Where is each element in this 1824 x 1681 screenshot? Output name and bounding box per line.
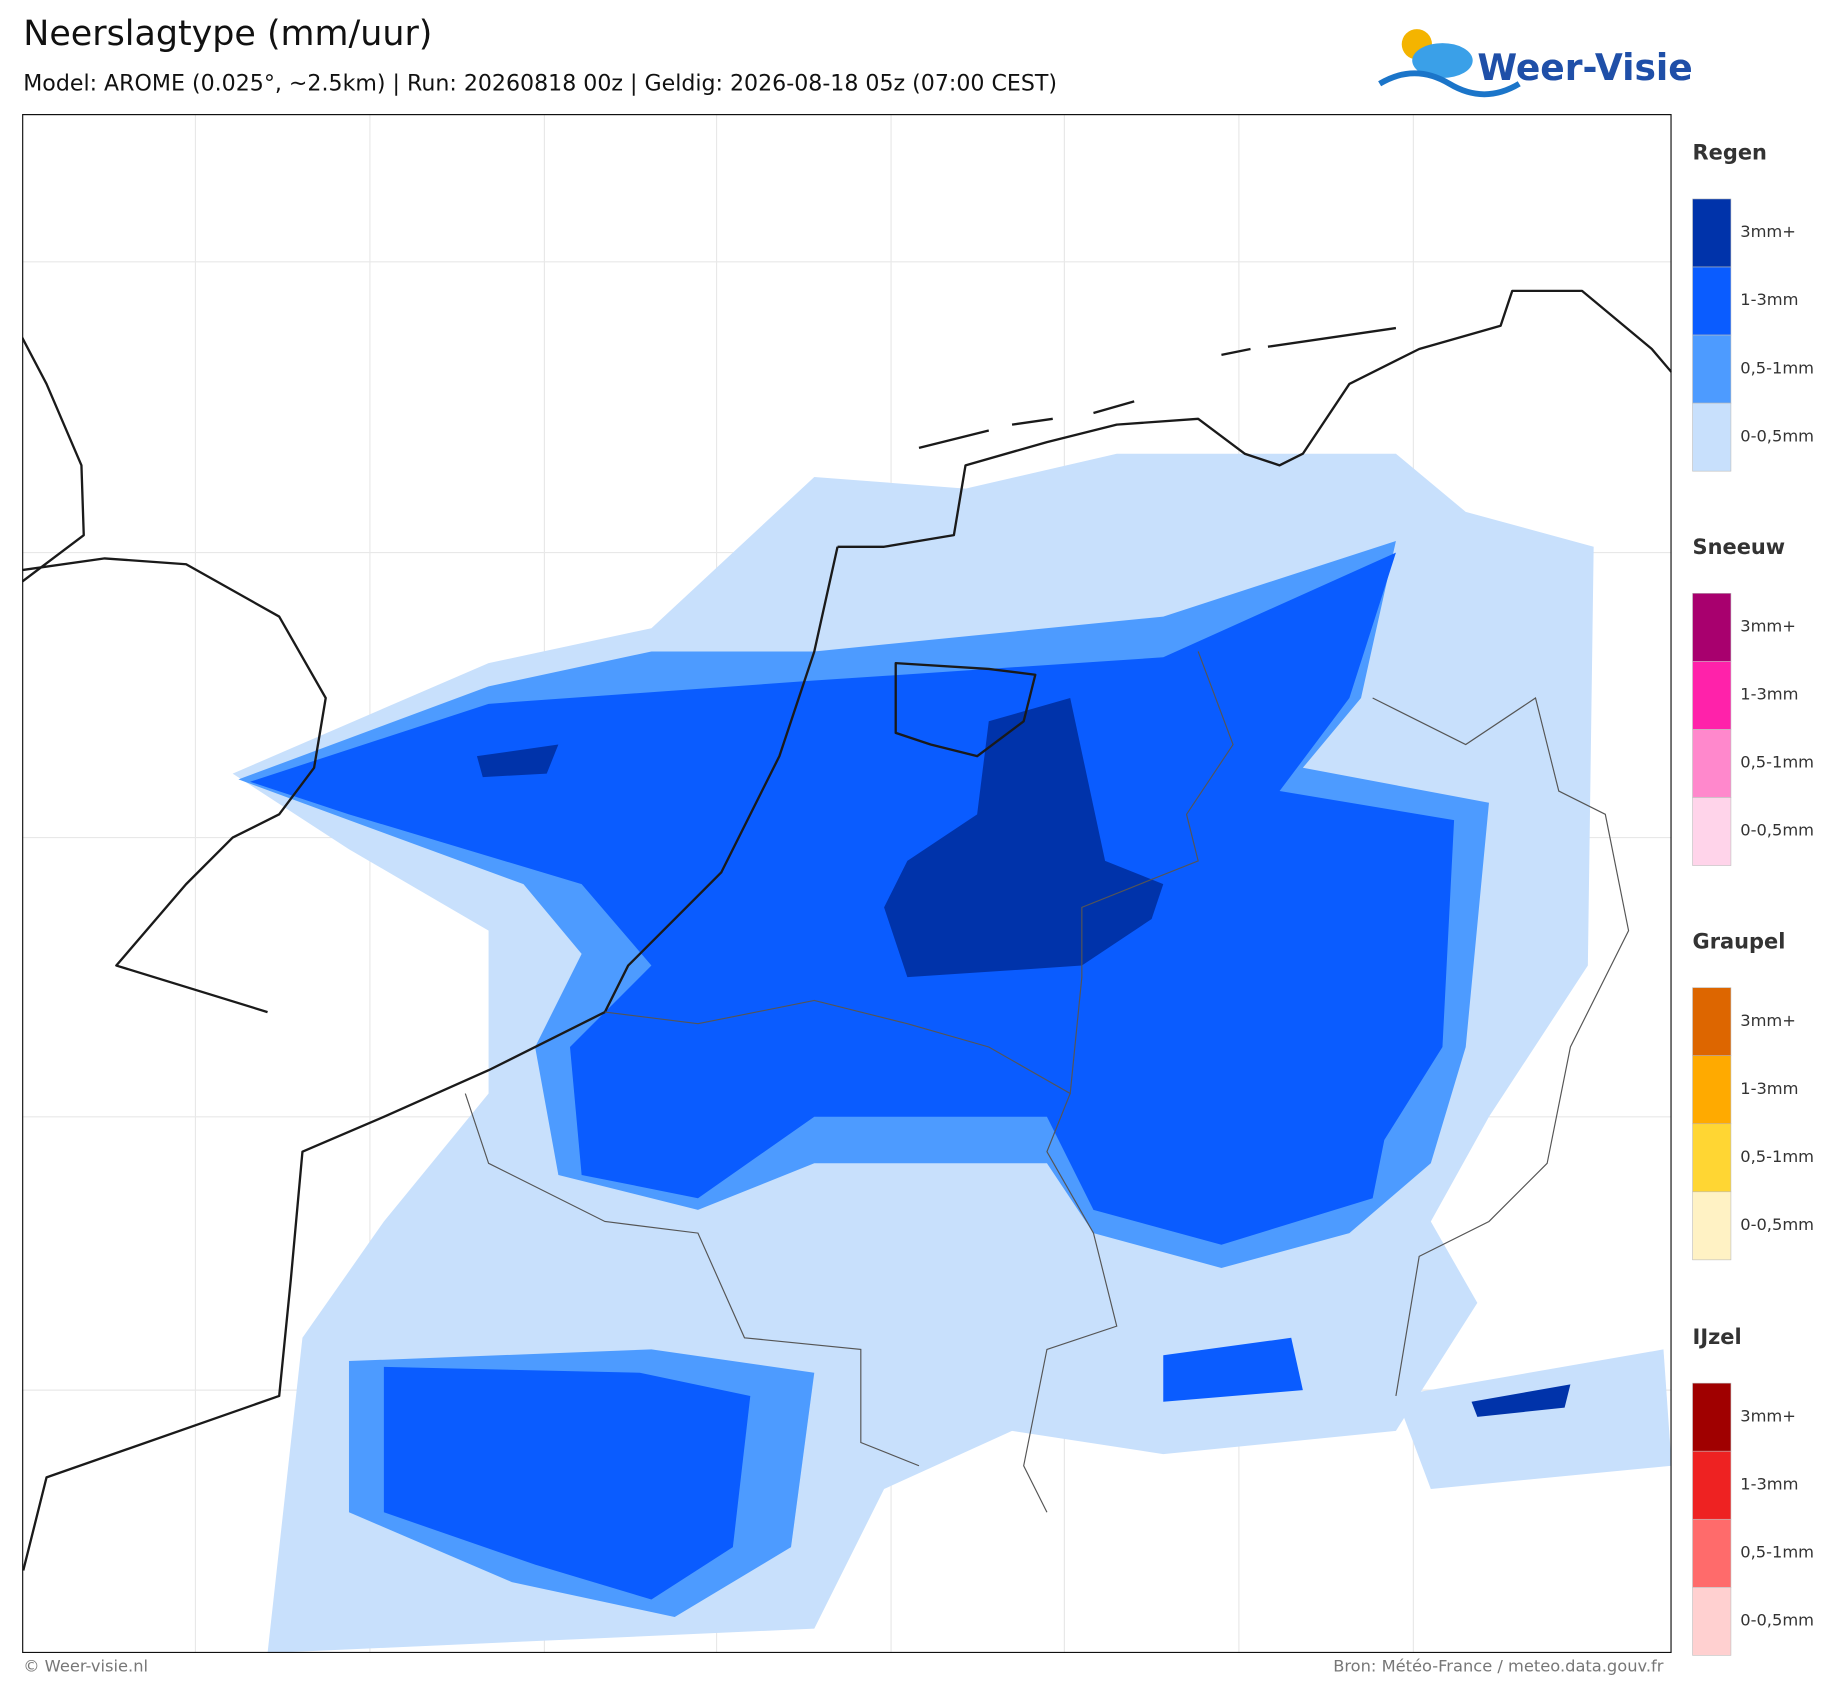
legend-swatch [1692, 797, 1732, 866]
coastlines [22, 289, 1672, 1571]
borders [464, 651, 1630, 1513]
legend-label: 0,5-1mm [1740, 1147, 1814, 1166]
legend-swatch [1692, 1382, 1732, 1452]
legend-label: 1-3mm [1740, 290, 1798, 309]
legend-label: 1-3mm [1740, 1474, 1798, 1493]
legend-label: 0-0,5mm [1740, 1611, 1814, 1630]
legend-label: 3mm+ [1740, 1011, 1796, 1030]
legend: Regen 3mm+ 1-3mm 0,5-1mm 0-0,5mm Sneeuw 3mm+ 1-… [1692, 141, 1814, 1656]
legend-swatch [1692, 729, 1732, 798]
legend-title: Regen [1693, 141, 1767, 165]
legend-label: 1-3mm [1740, 1079, 1798, 1098]
border [604, 999, 1118, 1513]
legend-title: Graupel [1693, 929, 1786, 953]
logo-text: Weer-Visie [1477, 47, 1692, 89]
border [1372, 697, 1630, 1397]
logo-cloud [1412, 43, 1473, 78]
rain-heavy [383, 1366, 751, 1600]
legend-swatch [1692, 987, 1732, 1056]
rain-very-heavy [884, 698, 1164, 978]
legend-title: IJzel [1693, 1325, 1742, 1349]
coastline [22, 557, 327, 1014]
legend-swatch [1692, 1518, 1732, 1588]
legend-label: 0,5-1mm [1740, 753, 1814, 772]
border [464, 1093, 920, 1467]
precipitation [232, 453, 1672, 1654]
footer-left: © Weer-visie.nl [23, 1657, 148, 1676]
legend-label: 0,5-1mm [1740, 358, 1814, 377]
rain-very-heavy [476, 744, 559, 778]
legend-swatch [1692, 1587, 1732, 1656]
wadden-islands [918, 326, 1397, 450]
title: Neerslagtype (mm/uur) [23, 14, 432, 54]
legend-label: 0,5-1mm [1740, 1543, 1814, 1562]
legend-swatch [1692, 266, 1732, 336]
legend-label: 3mm+ [1740, 617, 1796, 636]
legend-label: 1-3mm [1740, 685, 1798, 704]
legend-swatch [1692, 1123, 1732, 1193]
legend-label: 0-0,5mm [1740, 1215, 1814, 1234]
coastline [22, 546, 839, 1571]
legend-label: 0-0,5mm [1740, 426, 1814, 445]
legend-label: 3mm+ [1740, 1406, 1796, 1425]
coastline [894, 661, 1037, 758]
subtitle: Model: AROME (0.025°, ~2.5km) | Run: 202… [23, 70, 1057, 96]
legend-label: 3mm+ [1740, 222, 1796, 241]
legend-swatch [1692, 1191, 1732, 1261]
border [1069, 651, 1234, 1094]
coastline [837, 289, 1672, 548]
legend-swatch [1692, 198, 1732, 268]
logo: Weer-Visie [1378, 29, 1693, 98]
rain-very-heavy [1471, 1384, 1571, 1417]
rain-light [1395, 1349, 1672, 1490]
footer-right: Bron: Météo-France / meteo.data.gouv.fr [1333, 1657, 1664, 1676]
legend-swatch [1692, 402, 1732, 472]
legend-title: Sneeuw [1693, 535, 1786, 559]
legend-swatch [1692, 593, 1732, 662]
rain-heavy [250, 552, 1455, 1245]
legend-swatch [1692, 334, 1732, 404]
rain-heavy [1163, 1337, 1303, 1402]
coastline [22, 336, 85, 583]
legend-swatch [1692, 1450, 1732, 1520]
map [22, 114, 1672, 1654]
legend-swatch [1692, 661, 1732, 730]
legend-swatch [1692, 1055, 1732, 1125]
legend-label: 0-0,5mm [1740, 821, 1814, 840]
logo-wave [1378, 70, 1521, 98]
